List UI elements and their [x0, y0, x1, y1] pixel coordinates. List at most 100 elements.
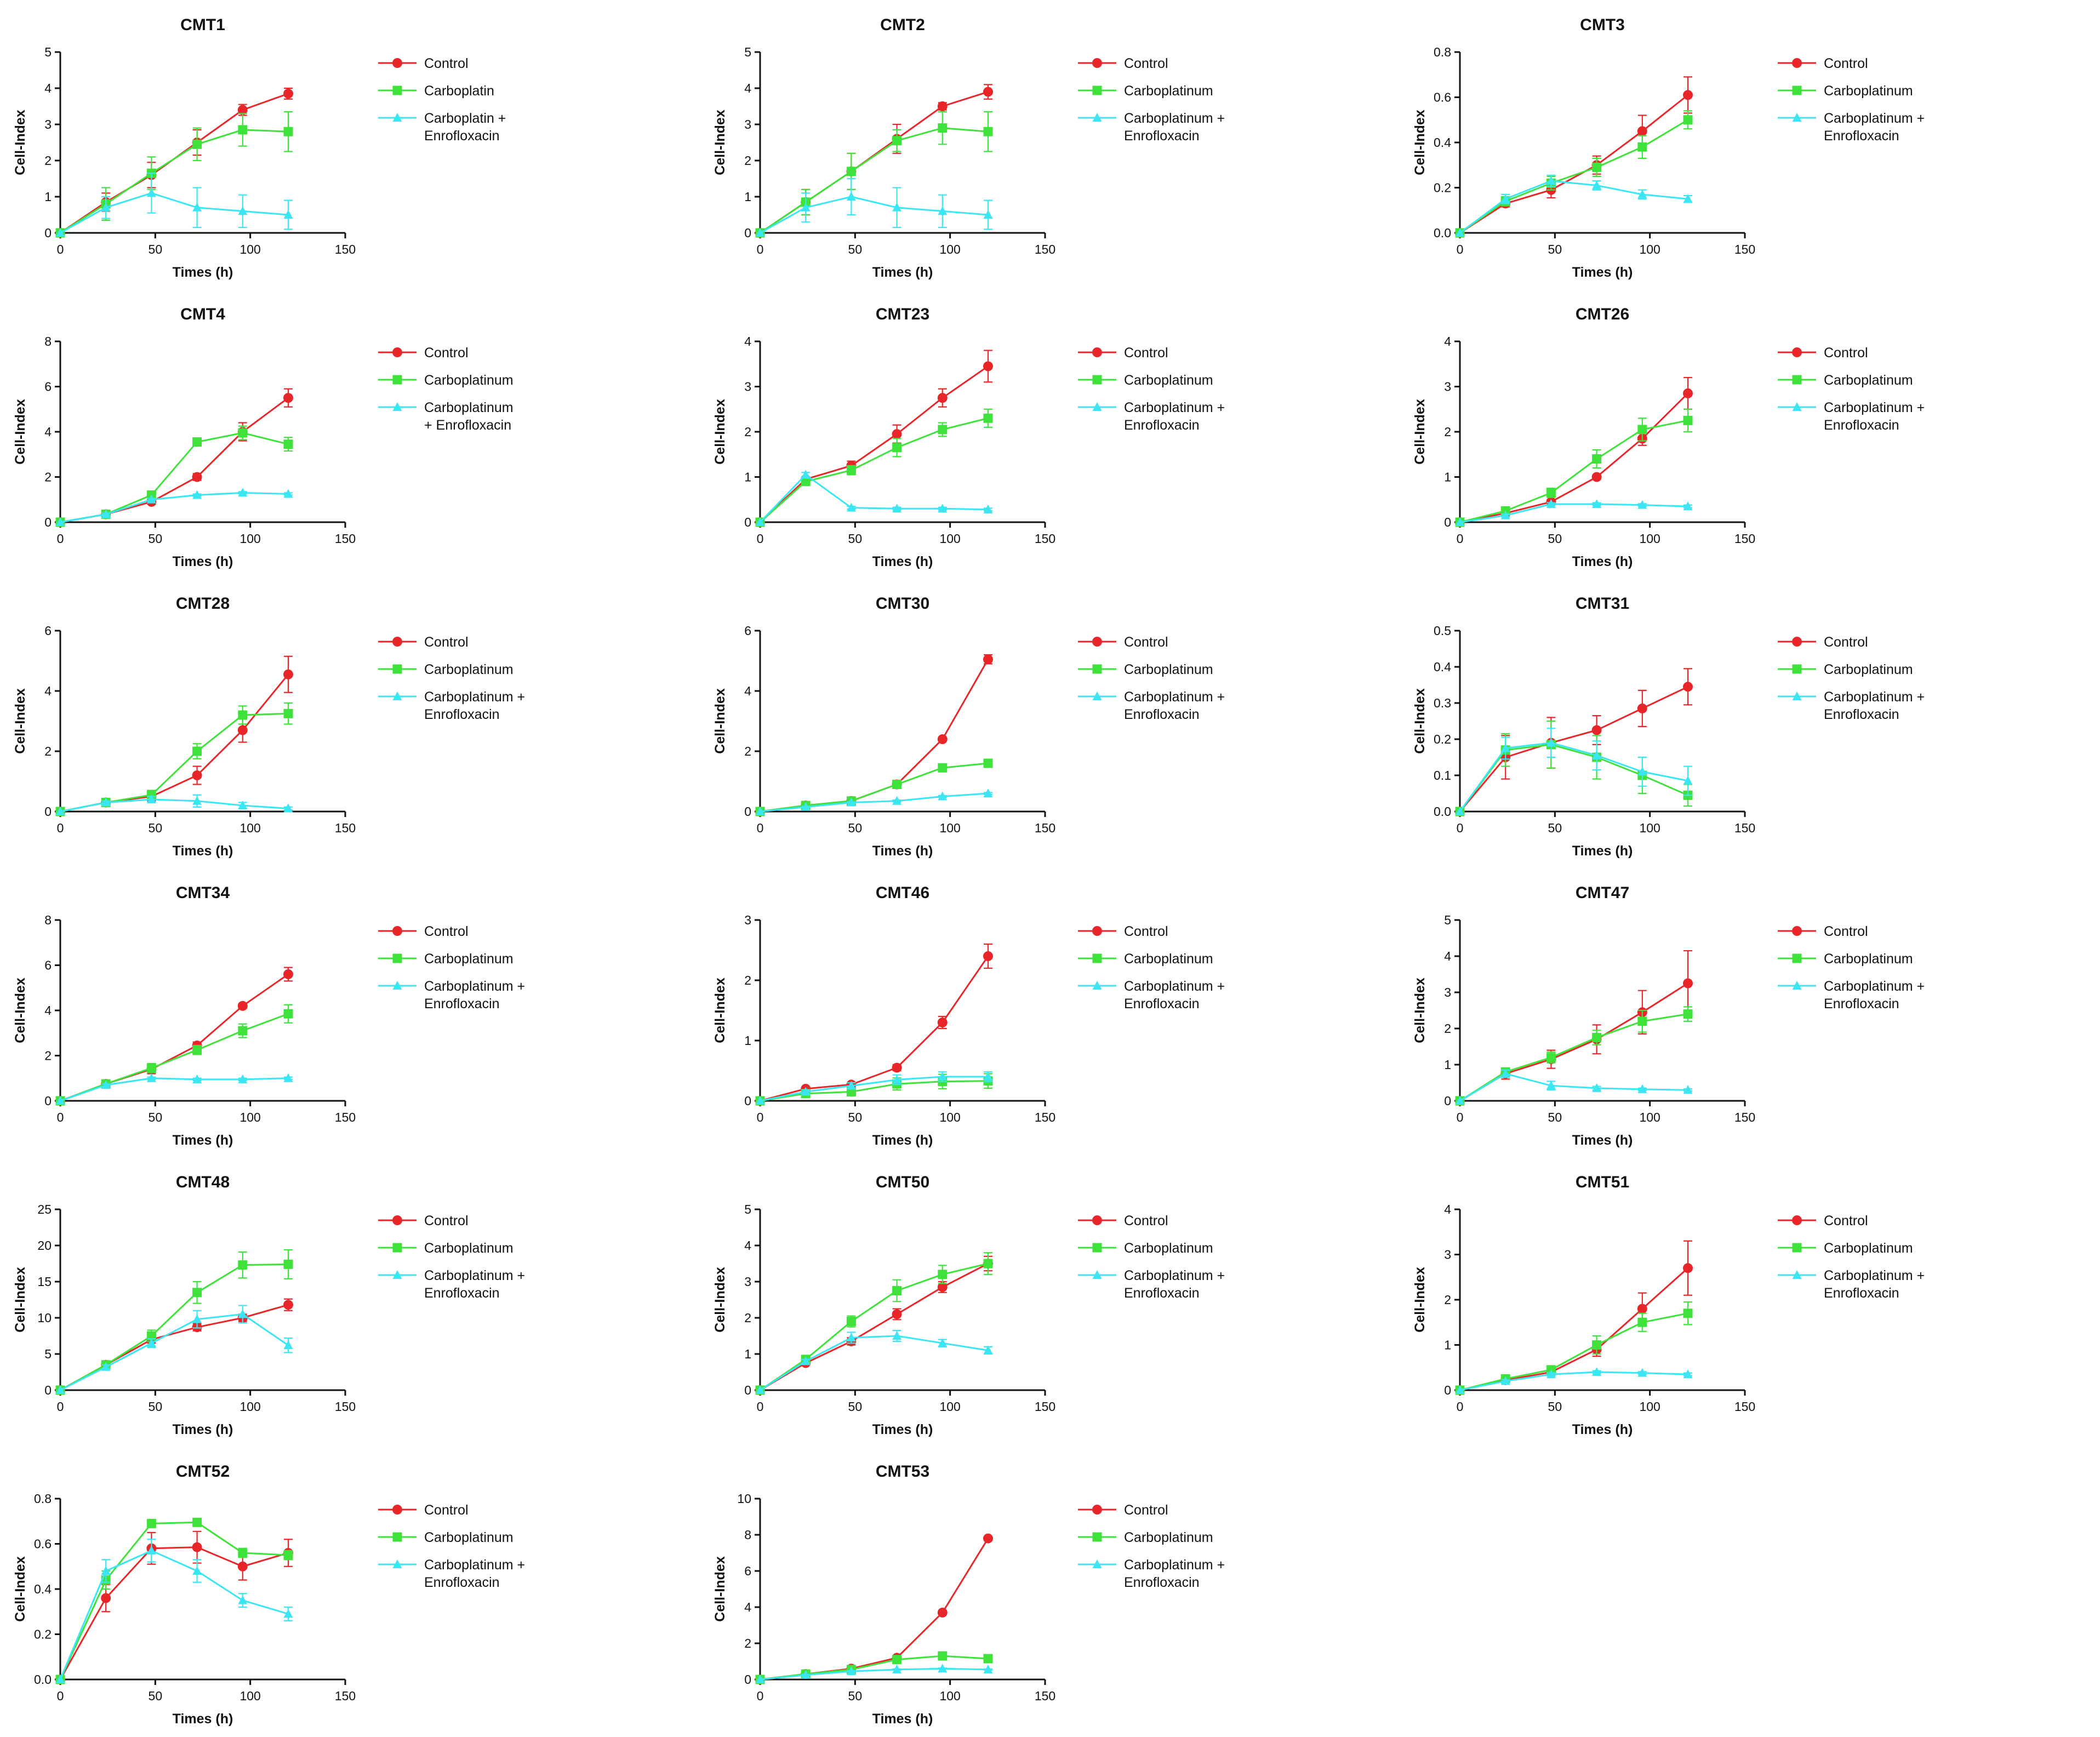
y-tick-label: 0.2 [34, 1627, 52, 1642]
data-point [801, 477, 811, 487]
data-point [238, 1026, 248, 1036]
chart-panel: CMT1 0 1 2 3 4 5 0 50 100 150 Times (h) Cell-Index Co… [0, 0, 700, 289]
series-line [59, 1546, 289, 1680]
chart-panel: CMT26 0 1 2 3 4 0 50 100 150 Times (h) Cell-Index Co… [1400, 289, 2099, 579]
x-tick-label: 100 [239, 532, 260, 546]
x-axis-label: Times (h) [173, 1711, 233, 1727]
y-tick-label: 8 [744, 1528, 751, 1542]
legend-label: Carboplatinum + Enrofloxacin [424, 689, 526, 722]
legend-label: Carboplatin [424, 83, 494, 99]
y-tick-label: 3 [744, 1275, 751, 1289]
x-axis-label: Times (h) [872, 1711, 933, 1727]
data-point [192, 1288, 202, 1298]
x-axis-label: Times (h) [173, 1422, 233, 1437]
series-line [760, 1667, 989, 1681]
series-combo [55, 173, 293, 237]
y-tick-label: 3 [744, 380, 751, 394]
data-point [983, 87, 993, 97]
legend-label: Carboplatinum [1124, 1530, 1213, 1545]
legend-swatch [1778, 1215, 1816, 1225]
legend-swatch [1078, 347, 1116, 357]
data-point [283, 1259, 293, 1269]
legend-label: Control [1124, 56, 1168, 71]
x-tick-label: 150 [1734, 1399, 1755, 1414]
data-point [892, 429, 902, 439]
data-point [192, 437, 202, 447]
data-point [983, 504, 993, 513]
y-tick-label: 5 [44, 45, 52, 59]
x-tick-label: 100 [239, 1110, 260, 1124]
y-tick-label: 4 [44, 684, 52, 698]
line-chart: CMT31 0.0 0.1 0.2 0.3 0.4 0.5 0 50 100 150 Times (h… [1412, 595, 1755, 859]
legend-marker [392, 1270, 402, 1279]
legend-marker [392, 664, 402, 674]
data-point [755, 1675, 765, 1683]
legend-label: Carboplatinum + Enrofloxacin [1124, 1268, 1225, 1301]
data-point [1546, 488, 1556, 498]
data-point [238, 710, 248, 720]
chart-title: CMT52 [176, 1462, 230, 1481]
x-axis-label: Times (h) [872, 1133, 933, 1148]
y-tick-label: 0.6 [34, 1537, 52, 1551]
y-tick-label: 0.8 [1434, 45, 1451, 59]
data-point [192, 796, 202, 805]
series-carbo [1455, 1301, 1693, 1395]
data-point [1455, 807, 1465, 815]
series-line [60, 492, 289, 523]
line-chart: CMT52 0.0 0.2 0.4 0.6 0.8 0 50 100 150 Times (h) Ce… [13, 1462, 356, 1727]
x-tick-label: 50 [848, 1399, 863, 1414]
legend-label: Carboplatinum + Enrofloxacin [1824, 111, 1925, 144]
chart-title: CMT53 [876, 1462, 929, 1481]
y-tick-label: 0 [744, 515, 751, 529]
x-tick-label: 0 [1457, 821, 1464, 835]
y-axis-label: Cell-Index [1412, 110, 1428, 175]
y-tick-label: 2 [1444, 1021, 1451, 1036]
legend-label: Carboplatinum + Enrofloxacin [424, 1268, 526, 1301]
legend-label: Carboplatinum [1124, 951, 1213, 967]
legend-label: Control [424, 1502, 469, 1518]
x-tick-label: 100 [1639, 1110, 1660, 1124]
series-combo [55, 1305, 293, 1394]
data-point [1546, 738, 1556, 747]
legend-marker [392, 1532, 402, 1542]
data-point [101, 1080, 111, 1089]
data-point [938, 123, 948, 133]
data-point [1683, 194, 1693, 203]
data-point [238, 801, 248, 809]
legend-marker [1792, 953, 1802, 963]
legend-label: Carboplatinum [424, 373, 513, 388]
data-point [892, 796, 902, 805]
series-line [60, 1077, 289, 1102]
series-control [755, 84, 993, 238]
data-point [55, 807, 65, 815]
series-line [60, 1263, 289, 1391]
legend-label: Control [1824, 1213, 1868, 1229]
data-point [1500, 194, 1510, 203]
series-control [1455, 1240, 1693, 1395]
data-point [1683, 978, 1693, 989]
series-line [759, 365, 989, 523]
legend-marker [392, 402, 402, 411]
chart-panel: CMT52 0.0 0.2 0.4 0.6 0.8 0 50 100 150 Times (h) Ce… [0, 1447, 700, 1736]
data-point [938, 1651, 948, 1661]
series-line [1459, 685, 1688, 812]
chart-panel: CMT51 0 1 2 3 4 0 50 100 150 Times (h) Cell-Index Co… [1400, 1157, 2099, 1447]
legend-swatch [378, 637, 416, 647]
series-combo [1455, 499, 1693, 526]
data-point [1500, 510, 1510, 519]
data-point [1683, 90, 1693, 100]
y-tick-label: 25 [37, 1202, 52, 1216]
x-tick-label: 0 [757, 1689, 764, 1703]
y-tick-label: 0 [744, 226, 751, 240]
data-point [283, 1609, 293, 1618]
line-chart: CMT30 0 2 4 6 0 50 100 150 Times (h) Cell-Index [712, 595, 1055, 859]
data-point [1683, 1009, 1693, 1019]
series-line [760, 196, 989, 234]
y-tick-label: 0.6 [1434, 90, 1451, 105]
chart-panel: CMT3 0.0 0.2 0.4 0.6 0.8 0 50 100 150 Times (h) Cel… [1400, 0, 2099, 289]
y-axis-label: Cell-Index [13, 1556, 28, 1622]
y-tick-label: 0 [1444, 1094, 1451, 1108]
x-tick-label: 100 [239, 821, 260, 835]
series-line [60, 432, 289, 523]
